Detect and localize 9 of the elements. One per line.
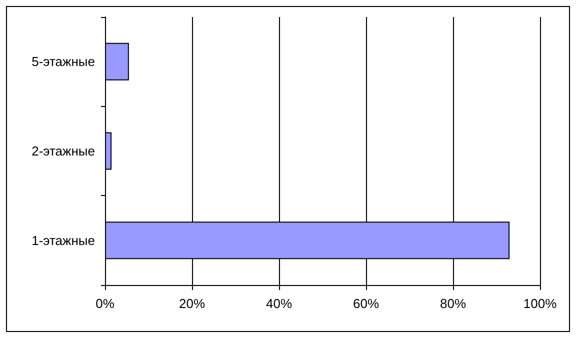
y-tick-label: 2-этажные xyxy=(32,144,95,158)
y-tick-label: 1-этажные xyxy=(32,232,95,248)
x-tick-label: 100% xyxy=(523,296,558,311)
x-tick-label: 0% xyxy=(96,296,115,311)
x-tick-label: 60% xyxy=(352,296,380,311)
x-tick-label: 40% xyxy=(266,296,292,311)
y-tick-label: 5-этажные xyxy=(32,54,95,70)
x-tick-label: 80% xyxy=(440,296,466,311)
x-tick-label: 20% xyxy=(178,296,206,311)
